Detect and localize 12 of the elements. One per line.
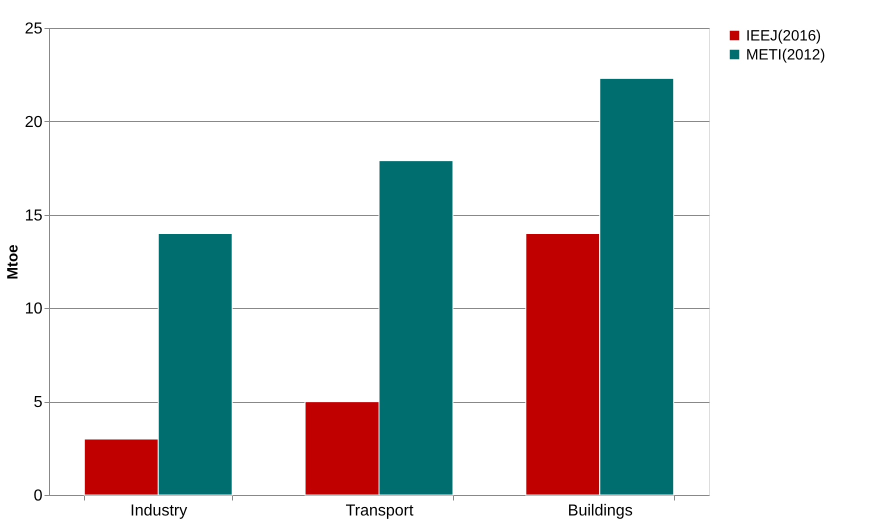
y-tick-label: 5	[34, 394, 43, 412]
legend-label: IEEJ(2016)	[746, 28, 822, 44]
x-tick-label: Transport	[346, 502, 414, 520]
y-tick-label: 10	[24, 300, 43, 318]
y-tick-label: 20	[24, 114, 43, 131]
y-tick-label: 25	[24, 20, 43, 38]
x-tick-label: Buildings	[568, 502, 633, 520]
y-tick-label: 15	[24, 207, 43, 224]
y-tick-label: 0	[34, 488, 43, 504]
legend-label: METI(2012)	[746, 46, 826, 64]
x-tick-label: Industry	[130, 502, 188, 520]
y-axis-title: Mtoe	[4, 244, 22, 280]
